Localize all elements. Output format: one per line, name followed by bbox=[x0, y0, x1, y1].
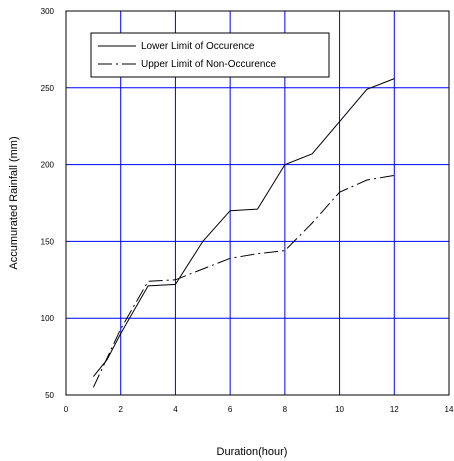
y-axis-title: Accumurated Rainfall (mm) bbox=[8, 136, 20, 269]
x-tick-label: 14 bbox=[445, 405, 454, 414]
x-axis-title: Duration(hour) bbox=[217, 446, 288, 458]
x-tick-label: 12 bbox=[390, 405, 399, 414]
y-tick-label: 300 bbox=[41, 7, 55, 16]
legend-label-upper-limit: Upper Limit of Non-Occurence bbox=[141, 59, 276, 70]
legend-box bbox=[90, 32, 330, 78]
x-tick-label: 6 bbox=[228, 405, 233, 414]
x-tick-label: 2 bbox=[118, 405, 123, 414]
y-tick-label: 50 bbox=[45, 391, 54, 400]
series-line-lower-limit bbox=[93, 78, 395, 377]
plot-frame bbox=[65, 10, 450, 396]
series-line-upper-limit bbox=[92, 174, 395, 388]
y-tick-label: 150 bbox=[41, 237, 55, 246]
legend-label-lower-limit: Lower Limit of Occurence bbox=[141, 41, 255, 52]
y-tick-label: 250 bbox=[41, 84, 55, 93]
series-group bbox=[92, 78, 395, 388]
tick-labels: 0 2 4 6 8 10 12 14 50 100 150 200 250 300 bbox=[41, 7, 454, 414]
legend: Lower Limit of Occurence Upper Limit of … bbox=[90, 32, 330, 78]
y-tick-label: 100 bbox=[41, 314, 55, 323]
x-tick-label: 4 bbox=[173, 405, 178, 414]
x-tick-label: 0 bbox=[64, 405, 69, 414]
x-tick-label: 8 bbox=[283, 405, 288, 414]
x-tick-label: 10 bbox=[335, 405, 344, 414]
y-tick-label: 200 bbox=[41, 161, 55, 170]
